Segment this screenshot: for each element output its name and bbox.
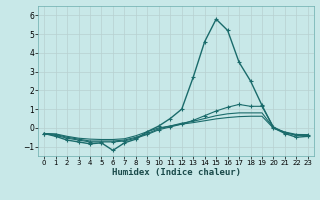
X-axis label: Humidex (Indice chaleur): Humidex (Indice chaleur) — [111, 168, 241, 177]
